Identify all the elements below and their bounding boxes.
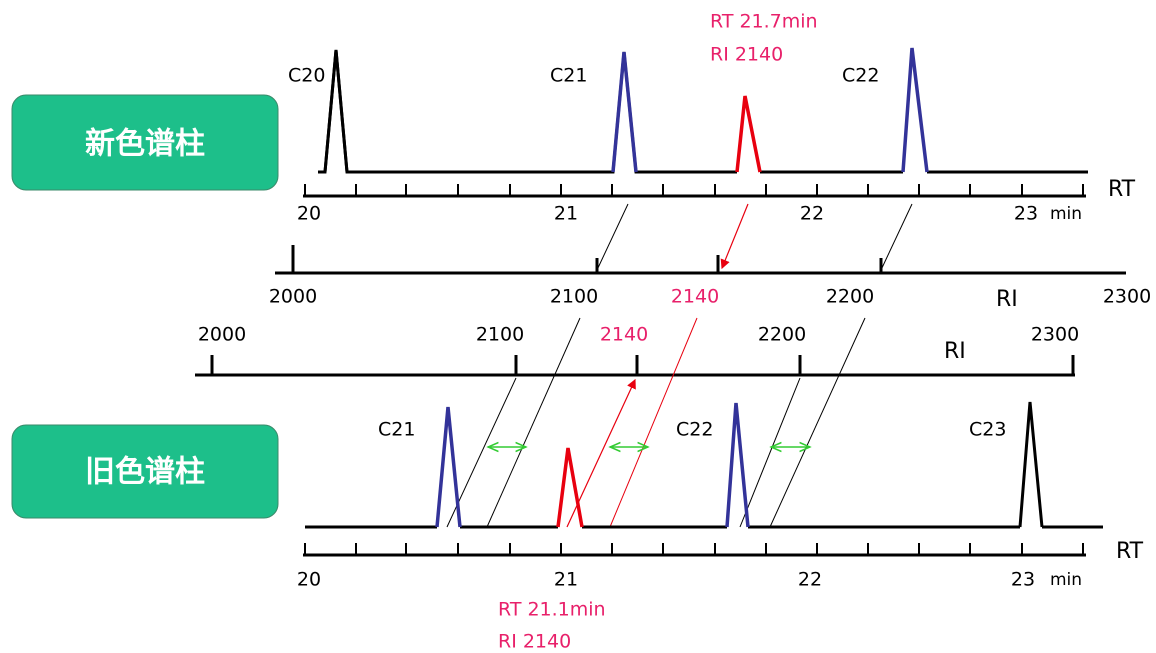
- peak: [725, 402, 750, 528]
- tick-label: 23: [1011, 569, 1035, 591]
- link: [739, 377, 801, 528]
- tick-label: 22: [798, 569, 822, 591]
- new-box: [11, 94, 279, 191]
- peak: [556, 447, 584, 528]
- axis-name: RI: [996, 287, 1018, 312]
- peak-label: C20: [288, 65, 325, 87]
- axis-name: RT: [1108, 177, 1136, 202]
- link: [596, 203, 629, 271]
- link: [720, 203, 749, 270]
- tick-label: 22: [800, 203, 824, 225]
- ri-ticks: [210, 355, 1075, 375]
- link: [880, 203, 913, 271]
- tick-label: 2100: [476, 324, 524, 346]
- tick-label: 21: [554, 569, 578, 591]
- baseline: [318, 49, 1088, 174]
- unit: min: [1050, 570, 1082, 590]
- ticks: [304, 184, 1084, 196]
- peak-label: C23: [969, 419, 1006, 441]
- tick-label: 2000: [269, 286, 317, 308]
- axis-name: RI: [944, 339, 966, 364]
- peak-label: C22: [842, 65, 879, 87]
- annotation: RI 2140: [498, 631, 571, 653]
- axis-name: RT: [1116, 539, 1144, 564]
- peak: [1018, 401, 1044, 528]
- tick-label: 20: [297, 569, 321, 591]
- ticks: [304, 543, 1084, 555]
- peak: [611, 51, 638, 173]
- link: [486, 317, 581, 528]
- tick-label: 21: [554, 203, 578, 225]
- ri-ticks: [291, 245, 883, 273]
- annotation: RT 21.7min: [710, 11, 818, 33]
- peak: [323, 49, 349, 173]
- tick-label: 2000: [198, 324, 246, 346]
- tick-label: 23: [1014, 203, 1038, 225]
- peak: [735, 95, 762, 173]
- new-label: 新色谱柱: [85, 127, 205, 162]
- annotation: RT 21.1min: [498, 599, 606, 621]
- unit: min: [1050, 204, 1082, 224]
- peak-label: C21: [378, 419, 415, 441]
- peak-label: C21: [550, 65, 587, 87]
- old-box: [11, 424, 279, 519]
- tick-label: 20: [297, 203, 321, 225]
- tick-label: 2140: [671, 286, 719, 308]
- tick-label: 2100: [550, 286, 598, 308]
- old-label: 旧色谱柱: [85, 455, 205, 490]
- link: [769, 317, 866, 528]
- tick-label: 2300: [1103, 286, 1151, 308]
- tick-label: 2300: [1031, 324, 1079, 346]
- peak: [435, 406, 462, 528]
- tick-label: 2200: [826, 286, 874, 308]
- peak-label: C22: [676, 419, 713, 441]
- annotation: RI 2140: [710, 44, 783, 66]
- peak: [901, 47, 929, 173]
- tick-label: 2200: [758, 324, 806, 346]
- tick-label: 2140: [600, 324, 648, 346]
- link: [609, 317, 698, 528]
